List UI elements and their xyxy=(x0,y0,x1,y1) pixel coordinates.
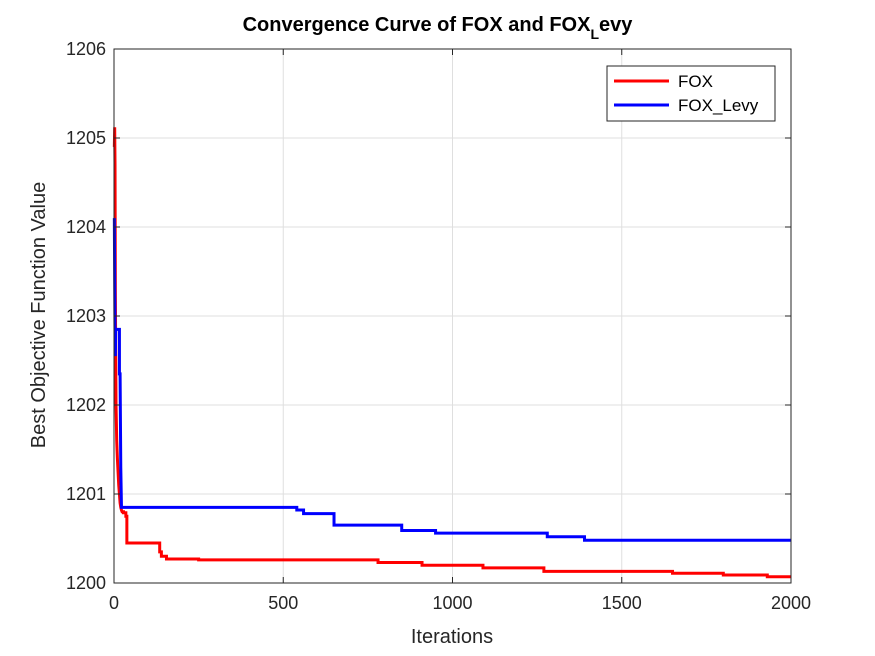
series-lines xyxy=(112,127,791,579)
chart-title-suffix: evy xyxy=(599,14,633,36)
legend: FOX FOX_Levy xyxy=(606,65,776,122)
y-tick-label: 1204 xyxy=(66,217,106,237)
y-tick-label: 1205 xyxy=(66,128,106,148)
y-tick-labels: 1200 1201 1202 1203 1204 1205 1206 xyxy=(66,39,106,593)
legend-box xyxy=(606,65,776,122)
y-tick-label: 1202 xyxy=(66,395,106,415)
x-tick-label: 1000 xyxy=(432,593,472,613)
x-tick-label: 0 xyxy=(109,593,119,613)
legend-label-fox: FOX xyxy=(678,72,713,91)
grid-lines xyxy=(114,49,791,583)
y-tick-label: 1201 xyxy=(66,484,106,504)
x-axis-label: Iterations xyxy=(411,626,493,648)
series-line-fox-levy xyxy=(112,218,791,542)
legend-label-fox-levy: FOX_Levy xyxy=(678,96,759,115)
chart-title-main: Convergence Curve of FOX and FOX xyxy=(243,14,592,36)
y-tick-label: 1206 xyxy=(66,39,106,59)
y-tick-label: 1200 xyxy=(66,573,106,593)
series-line-fox xyxy=(112,127,791,579)
x-tick-label: 2000 xyxy=(771,593,811,613)
x-tick-labels: 0 500 1000 1500 2000 xyxy=(109,593,811,613)
chart-title-subscript: L xyxy=(590,26,599,42)
x-tick-label: 500 xyxy=(268,593,298,613)
axis-ticks xyxy=(113,48,792,584)
y-tick-label: 1203 xyxy=(66,306,106,326)
y-axis-label: Best Objective Function Value xyxy=(28,182,50,448)
chart-title: Convergence Curve of FOX and FOXLevy xyxy=(243,14,634,42)
x-tick-label: 1500 xyxy=(602,593,642,613)
